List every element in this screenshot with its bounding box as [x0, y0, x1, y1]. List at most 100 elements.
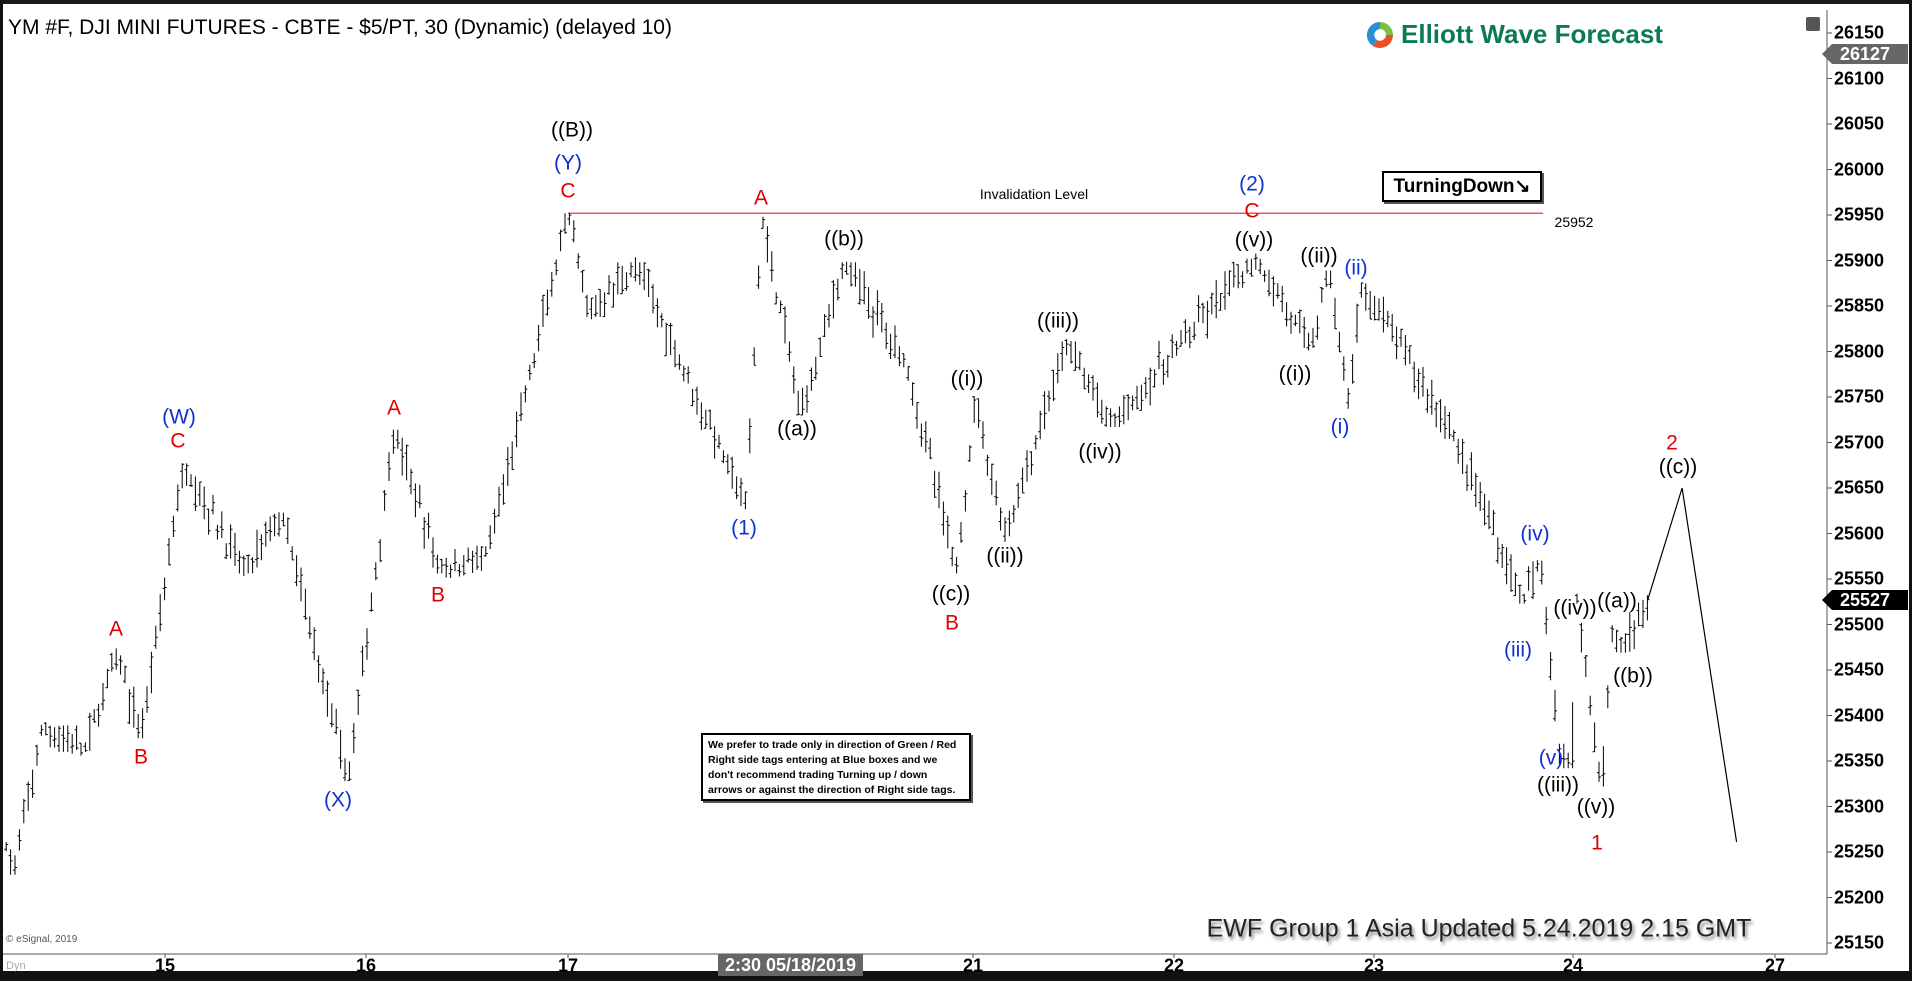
ohlc-bar: [505, 447, 510, 486]
ohlc-bar: [321, 668, 325, 695]
ohlc-bar: [945, 515, 950, 549]
ohlc-bar: [1495, 537, 1500, 564]
wave-label: (Y): [554, 151, 582, 175]
ohlc-bar: [607, 275, 611, 295]
wave-label: ((iii)): [1537, 773, 1579, 797]
ohlc-bar: [1099, 399, 1104, 424]
ohlc-bar: [651, 284, 655, 314]
ohlc-bar: [563, 213, 567, 234]
ohlc-bar: [294, 555, 299, 587]
date-tick-label: 23: [1363, 955, 1385, 976]
ohlc-bar: [686, 366, 691, 384]
ohlc-bar: [1434, 401, 1439, 428]
ohlc-bar: [765, 226, 770, 263]
ohlc-bar: [593, 295, 598, 317]
ohlc-bar: [576, 253, 581, 269]
ohlc-bar: [620, 265, 625, 295]
ohlc-bar: [1500, 544, 1505, 568]
ohlc-bar: [1614, 629, 1619, 653]
ohlc-bar: [1491, 509, 1496, 536]
ohlc-bar: [96, 703, 101, 727]
ohlc-bar: [1280, 285, 1285, 313]
ohlc-bar: [536, 324, 541, 352]
ohlc-bar: [48, 725, 53, 748]
ohlc-bar: [233, 532, 237, 566]
price-tick-label: 26150: [1834, 22, 1885, 43]
invalidation-label: Invalidation Level: [979, 186, 1089, 202]
price-tick-label: 25950: [1834, 204, 1885, 225]
ohlc-bar: [800, 387, 805, 416]
ohlc-bar: [197, 481, 202, 506]
ohlc-bar: [1579, 623, 1584, 653]
ohlc-bar: [1271, 276, 1276, 307]
chart-title: YM #F, DJI MINI FUTURES - CBTE - $5/PT, …: [8, 16, 672, 39]
price-tick-label: 26050: [1834, 113, 1885, 134]
update-watermark: EWF Group 1 Asia Updated 5.24.2019 2.15 …: [1206, 914, 1752, 943]
restore-window-icon[interactable]: [1806, 17, 1820, 31]
ohlc-bar: [1526, 566, 1531, 591]
ohlc-bar: [1069, 341, 1073, 364]
ohlc-bar: [527, 364, 532, 381]
ohlc-bar: [1517, 584, 1522, 604]
ohlc-bar: [1566, 752, 1571, 769]
ohlc-bar: [629, 262, 633, 278]
ohlc-bar: [1214, 280, 1219, 319]
ohlc-bar: [123, 665, 127, 684]
ohlc-bar: [893, 325, 897, 359]
ohlc-bar: [140, 708, 145, 739]
ohlc-bar: [35, 744, 39, 766]
ohlc-bar: [1033, 435, 1038, 450]
wave-label: ((c)): [931, 582, 971, 606]
ohlc-bar: [272, 513, 277, 537]
ohlc-bar: [1007, 510, 1012, 537]
wave-label: (2): [1239, 172, 1265, 196]
wave-label: ((iii)): [1037, 309, 1079, 333]
ohlc-bar: [1535, 560, 1540, 572]
ohlc-bar: [879, 303, 884, 333]
wave-label: ((iv)): [1553, 596, 1597, 620]
ohlc-bar: [483, 546, 488, 557]
ohlc-bar: [708, 409, 713, 430]
ohlc-bar: [1029, 451, 1034, 476]
ohlc-bar: [1218, 293, 1223, 311]
ohlc-bar: [8, 849, 13, 875]
wave-label: C: [170, 429, 186, 453]
ohlc-bar: [769, 251, 774, 282]
ohlc-bar: [1544, 606, 1549, 635]
date-tick-label: 24: [1562, 955, 1584, 976]
ohlc-bar: [835, 278, 840, 301]
ohlc-bar: [985, 454, 990, 476]
price-tag-high: 26127: [1822, 43, 1908, 64]
logo-icon: [1366, 21, 1394, 48]
ohlc-bar: [1073, 341, 1078, 371]
ohlc-bar: [1350, 354, 1355, 384]
ohlc-bar: [1513, 572, 1518, 597]
ohlc-bar: [167, 538, 171, 566]
ohlc-bar: [1438, 399, 1443, 433]
ohlc-bar: [1161, 359, 1166, 385]
ohlc-bar: [664, 322, 669, 357]
ohlc-bar: [558, 229, 563, 252]
ohlc-bar: [1456, 438, 1461, 464]
ohlc-bar: [1209, 292, 1214, 315]
ohlc-bar: [1311, 327, 1315, 348]
ohlc-bar: [1183, 319, 1188, 344]
ohlc-bar: [1038, 410, 1043, 440]
ohlc-bar: [1055, 353, 1060, 384]
wave-label: (1): [731, 516, 757, 540]
ohlc-bar: [853, 262, 858, 287]
wave-label: (W): [162, 405, 196, 429]
ohlc-bar: [1117, 406, 1122, 427]
ohlc-bar: [1619, 636, 1623, 653]
arrow-down-right-icon: ↘: [1514, 176, 1531, 197]
ohlc-bar: [1047, 390, 1051, 412]
ohlc-bar: [712, 426, 717, 459]
wave-label: ((b)): [824, 227, 864, 251]
ohlc-bar: [611, 282, 616, 308]
ohlc-bar: [725, 454, 730, 475]
ohlc-bar: [637, 262, 642, 285]
ohlc-bar: [65, 725, 70, 752]
ohlc-bar: [690, 388, 695, 407]
ohlc-bar: [1020, 467, 1025, 494]
